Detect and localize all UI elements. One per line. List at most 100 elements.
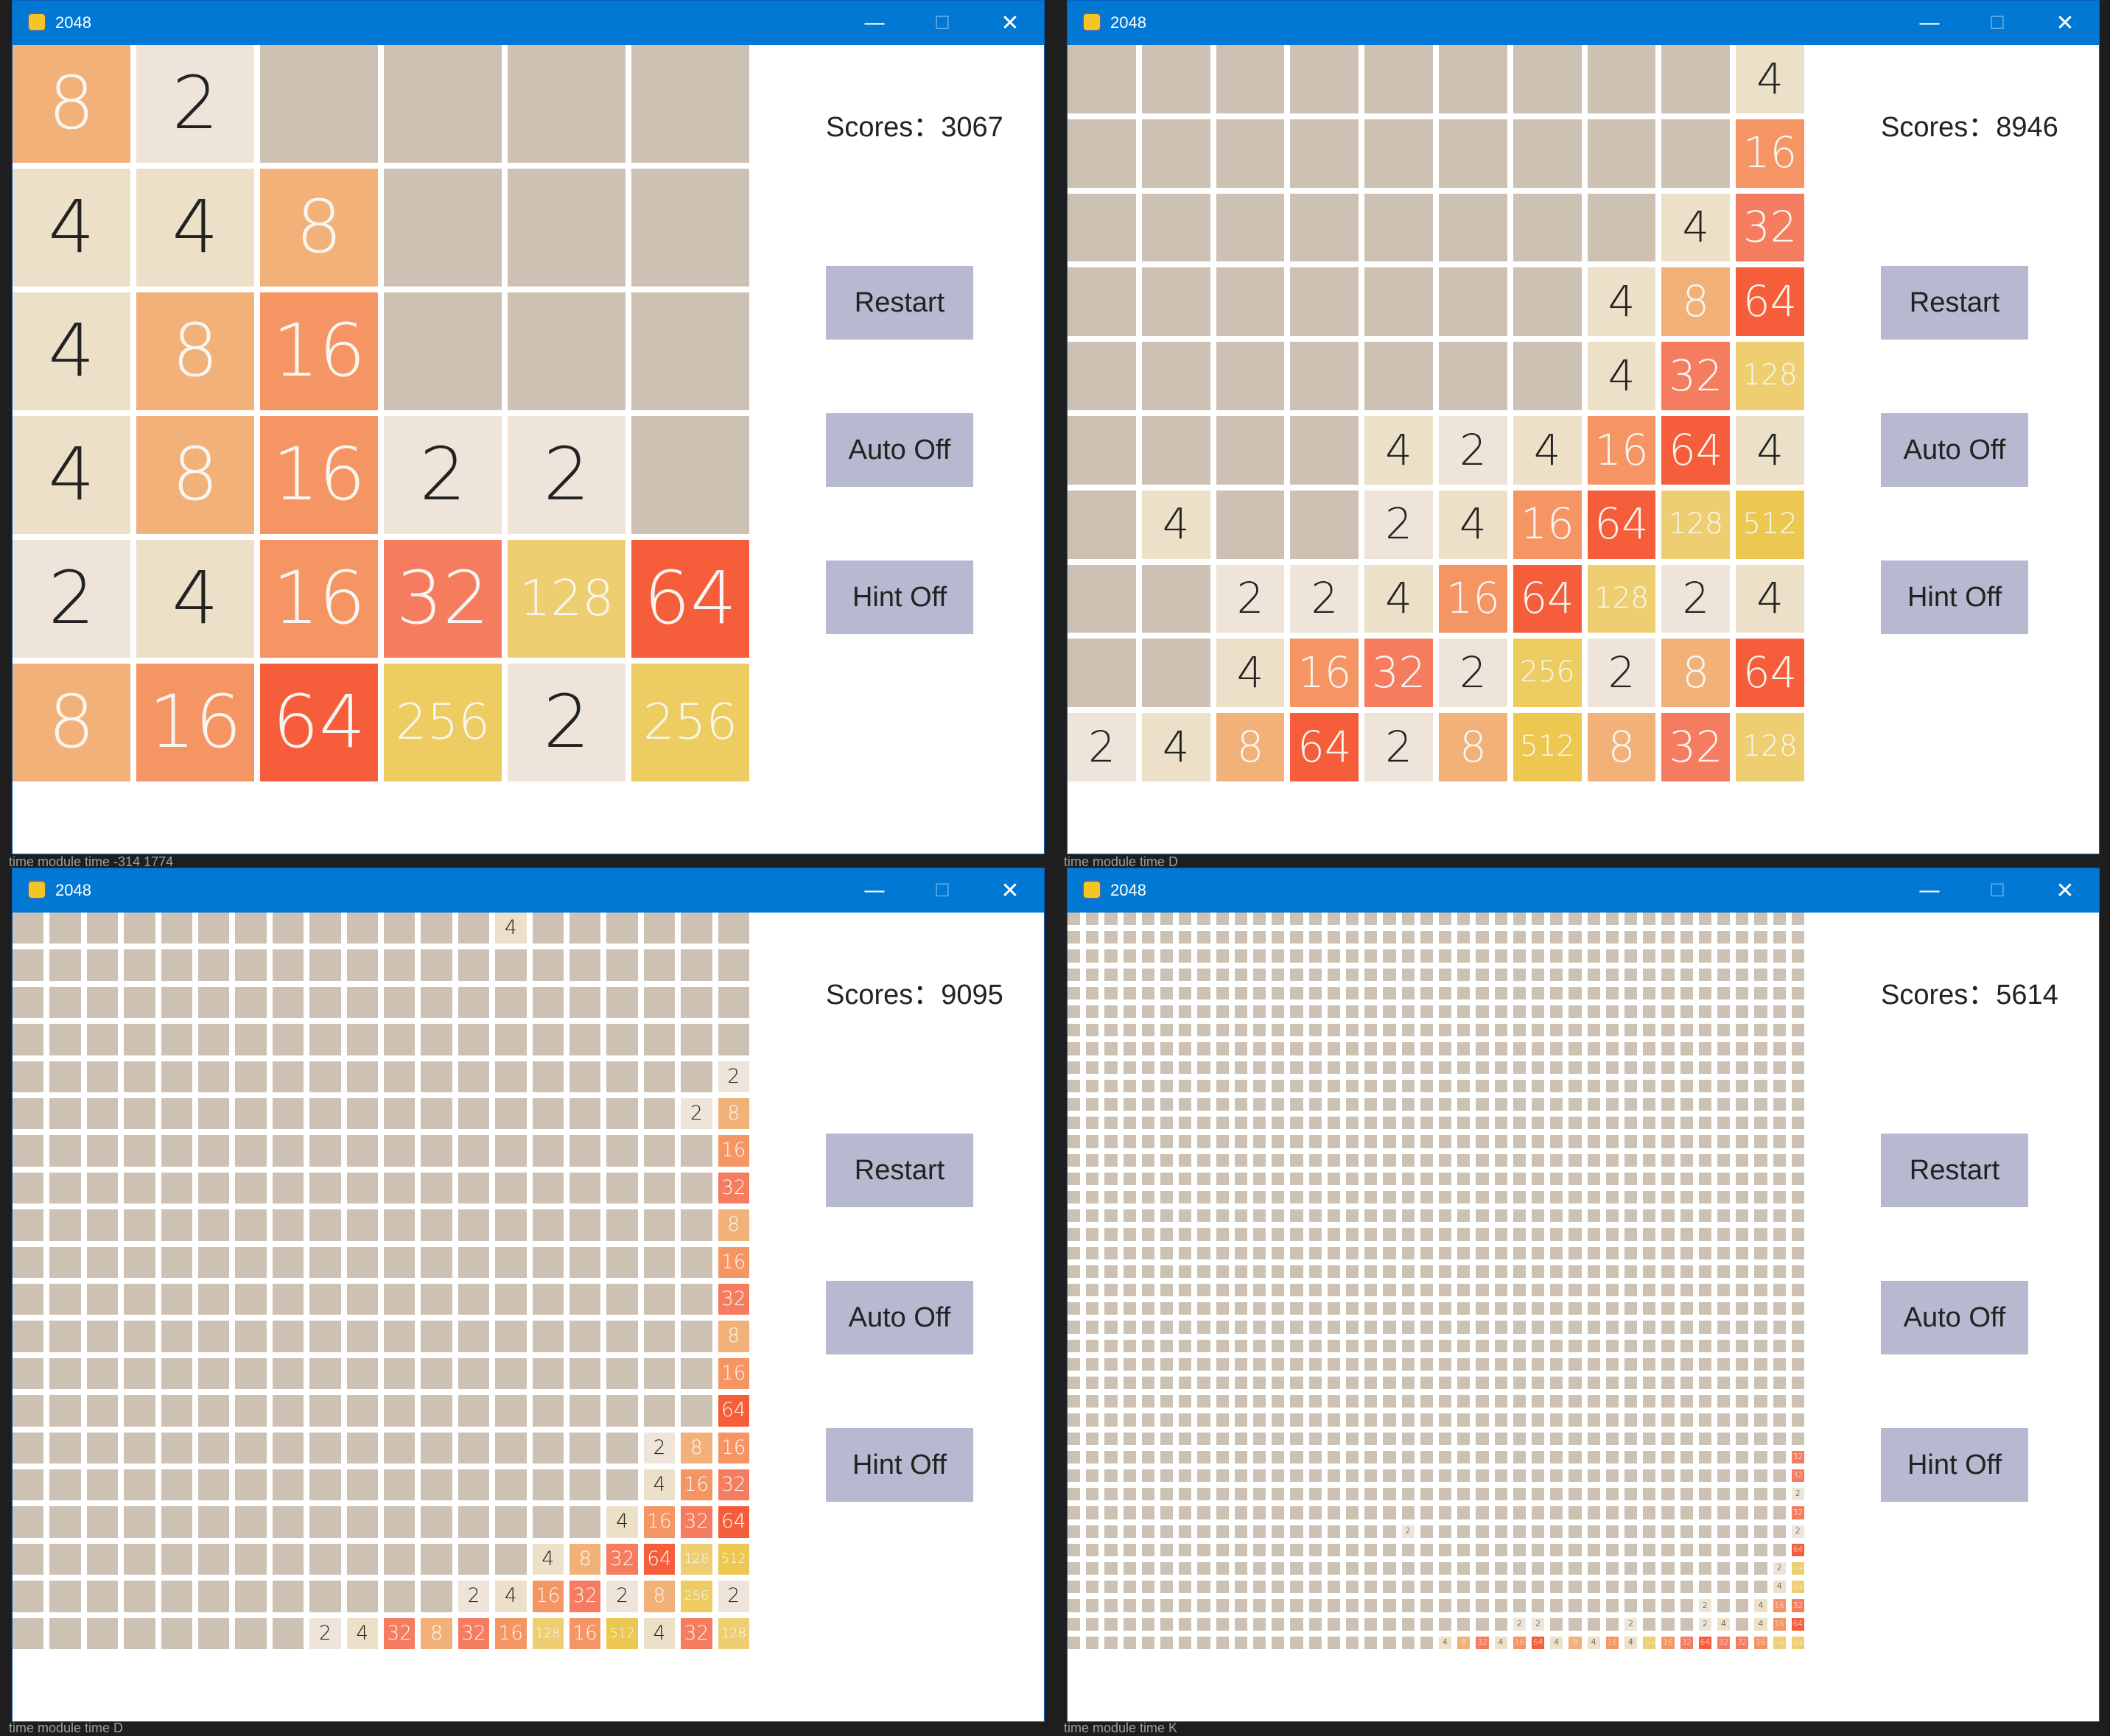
minimize-button[interactable]: — bbox=[1918, 877, 1941, 904]
score-display: Scores：9095 bbox=[826, 971, 1003, 1012]
restart-button[interactable]: Restart bbox=[1881, 266, 2028, 340]
auto-toggle-button[interactable]: Auto Off bbox=[1881, 413, 2028, 487]
empty-cell bbox=[1197, 1581, 1210, 1594]
empty-cell bbox=[508, 292, 625, 410]
restart-button[interactable]: Restart bbox=[826, 1134, 973, 1207]
empty-cell bbox=[495, 1172, 527, 1204]
empty-cell bbox=[1272, 1228, 1285, 1241]
empty-cell bbox=[1754, 1024, 1767, 1037]
close-button[interactable]: ✕ bbox=[1000, 877, 1020, 904]
maximize-button[interactable]: ☐ bbox=[934, 13, 950, 33]
empty-cell bbox=[1439, 1562, 1452, 1575]
empty-cell bbox=[198, 1246, 230, 1278]
tile: 4 bbox=[1550, 1636, 1563, 1649]
empty-cell bbox=[1160, 1302, 1174, 1315]
close-button[interactable]: ✕ bbox=[2055, 877, 2075, 904]
empty-cell bbox=[1364, 1191, 1378, 1204]
empty-cell bbox=[458, 986, 490, 1019]
empty-cell bbox=[1123, 1153, 1136, 1167]
empty-cell bbox=[1346, 949, 1359, 963]
empty-cell bbox=[1717, 1321, 1731, 1334]
close-button[interactable]: ✕ bbox=[2055, 10, 2075, 36]
empty-cell bbox=[1160, 1117, 1174, 1130]
empty-cell bbox=[1532, 1172, 1545, 1185]
minimize-button[interactable]: — bbox=[863, 877, 886, 904]
empty-cell bbox=[272, 1506, 304, 1538]
empty-cell bbox=[421, 913, 452, 944]
empty-cell bbox=[1253, 1562, 1266, 1575]
empty-cell bbox=[1791, 949, 1804, 963]
empty-cell bbox=[1141, 986, 1154, 999]
restart-button[interactable]: Restart bbox=[1881, 1134, 2028, 1207]
empty-cell bbox=[1420, 1265, 1433, 1278]
empty-cell bbox=[1457, 931, 1471, 944]
empty-cell bbox=[1420, 1562, 1433, 1575]
empty-cell bbox=[1383, 1450, 1396, 1463]
hint-toggle-button[interactable]: Hint Off bbox=[1881, 1428, 2028, 1502]
hint-toggle-button[interactable]: Hint Off bbox=[1881, 560, 2028, 634]
empty-cell bbox=[1605, 1265, 1619, 1278]
game-window-6x6: 2048 — ☐ ✕ 8 2 4 4 8 4 8 16 4 8 16 2 2 2 4 16 32 128 64 8 16… bbox=[12, 0, 1045, 854]
minimize-button[interactable]: — bbox=[863, 10, 886, 36]
empty-cell bbox=[1383, 968, 1396, 981]
empty-cell bbox=[1123, 1525, 1136, 1538]
tile: 2 bbox=[718, 1581, 749, 1612]
empty-cell bbox=[1216, 1488, 1229, 1501]
empty-cell bbox=[1290, 1172, 1303, 1185]
empty-cell bbox=[643, 1321, 676, 1352]
empty-cell bbox=[495, 1135, 527, 1167]
empty-cell bbox=[1383, 1191, 1396, 1204]
close-button[interactable]: ✕ bbox=[1000, 10, 1020, 36]
empty-cell bbox=[1420, 1228, 1433, 1241]
auto-toggle-button[interactable]: Auto Off bbox=[1881, 1281, 2028, 1354]
title-bar[interactable]: 2048 — ☐ ✕ bbox=[1068, 868, 2099, 913]
maximize-button[interactable]: ☐ bbox=[1989, 13, 2005, 33]
empty-cell bbox=[1550, 986, 1563, 999]
empty-cell bbox=[1736, 1265, 1749, 1278]
empty-cell bbox=[1605, 949, 1619, 963]
maximize-button[interactable]: ☐ bbox=[1989, 880, 2005, 901]
empty-cell bbox=[1736, 1209, 1749, 1223]
empty-cell bbox=[1290, 1450, 1303, 1463]
score-value: 9095 bbox=[941, 980, 1003, 1011]
maximize-button[interactable]: ☐ bbox=[934, 880, 950, 901]
empty-cell bbox=[1327, 1432, 1340, 1445]
empty-cell bbox=[1476, 913, 1489, 926]
empty-cell bbox=[1494, 1153, 1507, 1167]
empty-cell bbox=[198, 1098, 230, 1130]
empty-cell bbox=[1104, 1284, 1118, 1297]
empty-cell bbox=[1327, 1636, 1340, 1649]
empty-cell bbox=[1476, 1543, 1489, 1556]
title-bar[interactable]: 2048 — ☐ ✕ bbox=[1068, 1, 2099, 45]
empty-cell bbox=[49, 986, 81, 1019]
empty-cell bbox=[1643, 1191, 1656, 1204]
empty-cell bbox=[1327, 1246, 1340, 1259]
title-bar[interactable]: 2048 — ☐ ✕ bbox=[13, 868, 1044, 913]
empty-cell bbox=[1717, 1562, 1731, 1575]
title-bar[interactable]: 2048 — ☐ ✕ bbox=[13, 1, 1044, 45]
empty-cell bbox=[1587, 1469, 1600, 1483]
empty-cell bbox=[1401, 1543, 1415, 1556]
tile: 16 bbox=[495, 1617, 527, 1649]
empty-cell bbox=[1234, 1469, 1247, 1483]
empty-cell bbox=[1086, 1562, 1099, 1575]
empty-cell bbox=[1068, 1135, 1081, 1148]
empty-cell bbox=[1383, 1246, 1396, 1259]
empty-cell bbox=[1364, 1357, 1378, 1371]
empty-cell bbox=[1197, 1377, 1210, 1390]
empty-cell bbox=[495, 1395, 527, 1427]
hint-toggle-button[interactable]: Hint Off bbox=[826, 560, 973, 634]
auto-toggle-button[interactable]: Auto Off bbox=[826, 413, 973, 487]
restart-button[interactable]: Restart bbox=[826, 266, 973, 340]
hint-toggle-button[interactable]: Hint Off bbox=[826, 1428, 973, 1502]
empty-cell bbox=[643, 1395, 676, 1427]
empty-cell bbox=[1401, 1562, 1415, 1575]
empty-cell bbox=[1401, 1357, 1415, 1371]
empty-cell bbox=[1587, 931, 1600, 944]
empty-cell bbox=[1272, 1321, 1285, 1334]
empty-cell bbox=[1643, 1024, 1656, 1037]
minimize-button[interactable]: — bbox=[1918, 10, 1941, 36]
empty-cell bbox=[1605, 1377, 1619, 1390]
empty-cell bbox=[1494, 1079, 1507, 1092]
auto-toggle-button[interactable]: Auto Off bbox=[826, 1281, 973, 1354]
